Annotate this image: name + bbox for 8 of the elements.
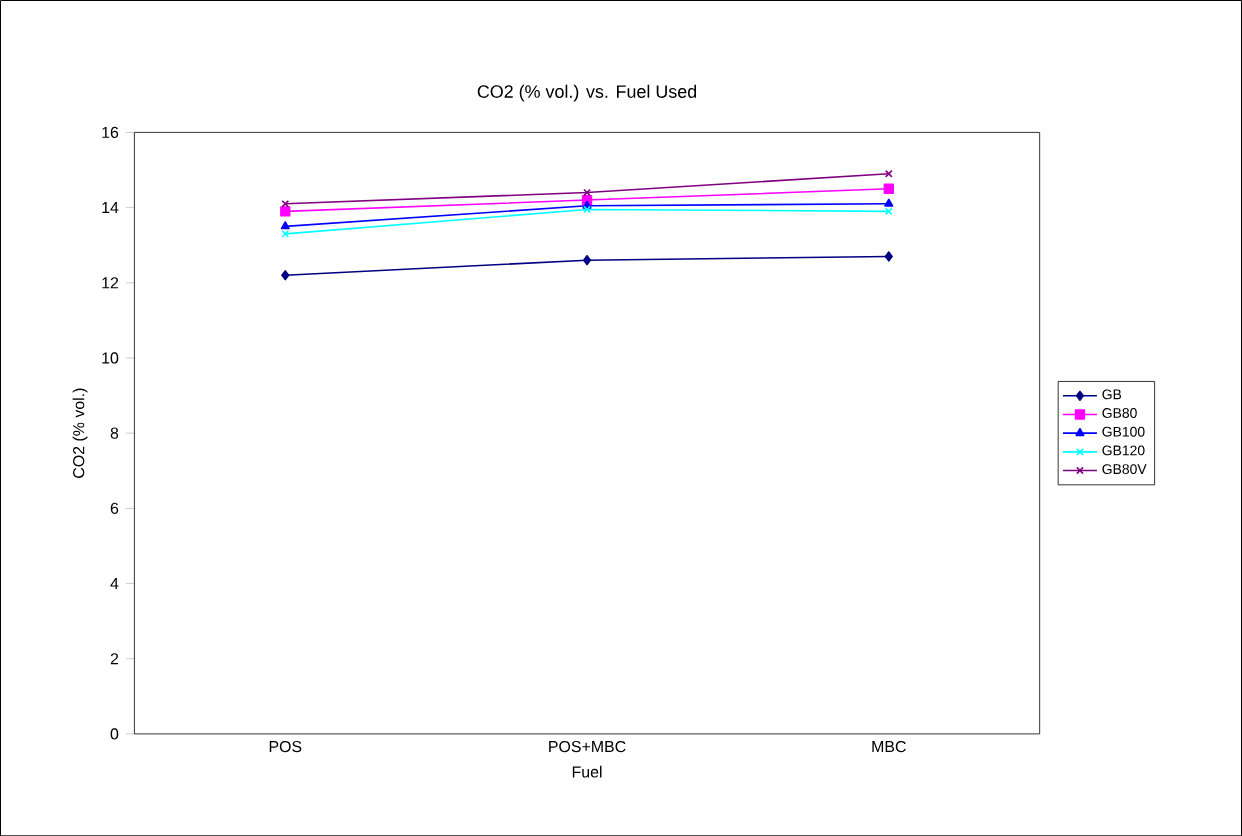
point xyxy=(582,254,592,266)
point xyxy=(883,183,894,194)
point xyxy=(280,221,290,230)
point xyxy=(281,269,290,281)
point xyxy=(280,206,291,217)
chart-title: CO2 (% vol.) vs. Fuel Used xyxy=(477,84,697,102)
point xyxy=(884,251,893,262)
point xyxy=(884,198,894,207)
